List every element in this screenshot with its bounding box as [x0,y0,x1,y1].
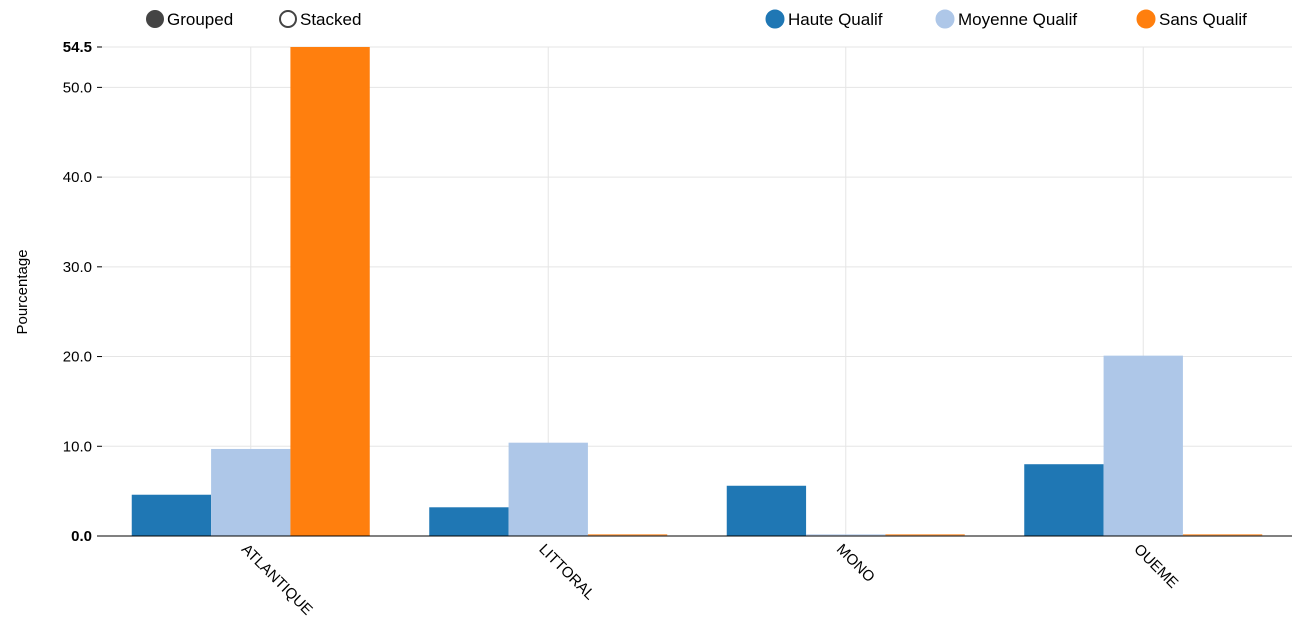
legend-item-moyenne-qualif[interactable]: Moyenne Qualif [935,9,1077,29]
y-tick-label: 0.0 [71,528,92,545]
bar-haute-qualif-oueme[interactable] [1024,464,1104,536]
y-tick-label: 20.0 [63,349,92,366]
bar-sans-qualif-oueme[interactable] [1182,534,1263,536]
x-tick-label-atlantique: ATLANTIQUE [238,541,316,619]
legend[interactable]: Haute Qualif Moyenne Qualif Sans Qualif [765,9,1247,29]
bar-haute-qualif-mono[interactable] [726,485,807,536]
y-axis-label: Pourcentage [14,249,31,334]
radio-selected-icon[interactable] [146,10,164,28]
y-tick-label: 10.0 [63,438,92,455]
legend-label: Haute Qualif [788,10,883,29]
bar-moyenne-qualif-atlantique[interactable] [211,448,291,536]
bar-haute-qualif-atlantique[interactable] [131,494,212,536]
control-label: Grouped [167,10,233,29]
y-tick-label: 30.0 [63,259,92,276]
legend-swatch-icon[interactable] [765,9,785,29]
legend-item-haute-qualif[interactable]: Haute Qualif [765,9,883,29]
legend-swatch-icon[interactable] [935,9,955,29]
legend-swatch-icon[interactable] [1136,9,1156,29]
y-tick-label: 50.0 [63,79,92,96]
control-stacked[interactable]: Stacked [279,10,361,29]
bar-moyenne-qualif-littoral[interactable] [508,442,588,536]
legend-item-sans-qualif[interactable]: Sans Qualif [1136,9,1247,29]
bar-sans-qualif-mono[interactable] [885,534,965,536]
bar-sans-qualif-atlantique[interactable] [290,47,370,536]
control-label: Stacked [300,10,361,29]
bar-sans-qualif-littoral[interactable] [587,534,668,536]
radio-unselected-icon[interactable] [279,10,297,28]
control-grouped[interactable]: Grouped [146,10,233,29]
y-tick-label: 40.0 [63,169,92,186]
grouped-stacked-toggle[interactable]: Grouped Stacked [146,10,361,29]
x-tick-label-littoral: LITTORAL [535,541,598,604]
legend-label: Sans Qualif [1159,10,1247,29]
x-tick-label-mono: MONO [833,541,878,586]
y-tick-label: 54.5 [63,39,92,56]
bar-moyenne-qualif-mono[interactable] [806,534,886,536]
bar-moyenne-qualif-oueme[interactable] [1103,355,1183,536]
x-tick-label-oueme: OUEME [1130,541,1181,592]
bars [131,47,1263,536]
bar-haute-qualif-littoral[interactable] [429,507,509,536]
legend-label: Moyenne Qualif [958,10,1077,29]
